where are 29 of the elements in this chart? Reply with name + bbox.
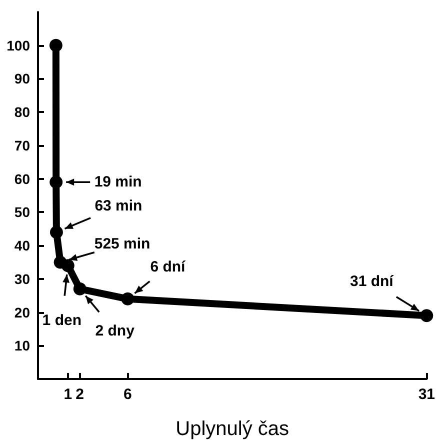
point bbox=[49, 38, 62, 52]
y-tick-label: 70 bbox=[14, 137, 30, 154]
point bbox=[420, 309, 434, 322]
point bbox=[73, 282, 86, 296]
annotation: 63 min bbox=[94, 198, 142, 215]
annotation: 19 min bbox=[94, 174, 142, 191]
point bbox=[61, 259, 74, 272]
y-tick-label: 80 bbox=[14, 104, 30, 120]
y-tick-label: 60 bbox=[14, 170, 30, 187]
annotation: 31 dní bbox=[350, 273, 394, 290]
x-tick-label: 1 bbox=[64, 386, 72, 403]
y-tick-label: 90 bbox=[14, 70, 30, 87]
x-tick-label: 31 bbox=[418, 386, 435, 403]
y-tick-label: 50 bbox=[14, 204, 30, 220]
annotation: 525 min bbox=[94, 236, 150, 253]
annotation: 1 den bbox=[42, 312, 82, 330]
x-tick-label: 2 bbox=[76, 386, 84, 403]
y-tick-label: 100 bbox=[6, 37, 30, 54]
x-tick-label: 6 bbox=[124, 386, 132, 403]
y-tick-label: 10 bbox=[14, 338, 30, 354]
point bbox=[50, 226, 63, 239]
point bbox=[50, 176, 63, 189]
y-tick-label: 30 bbox=[14, 270, 30, 287]
annotation: 2 dny bbox=[95, 322, 136, 340]
annotation: 6 dní bbox=[150, 258, 186, 276]
y-tick-label: 40 bbox=[14, 238, 30, 254]
point bbox=[121, 292, 134, 306]
x-axis-title: Uplynulý čas bbox=[176, 418, 290, 440]
y-tick-label: 20 bbox=[14, 304, 30, 320]
